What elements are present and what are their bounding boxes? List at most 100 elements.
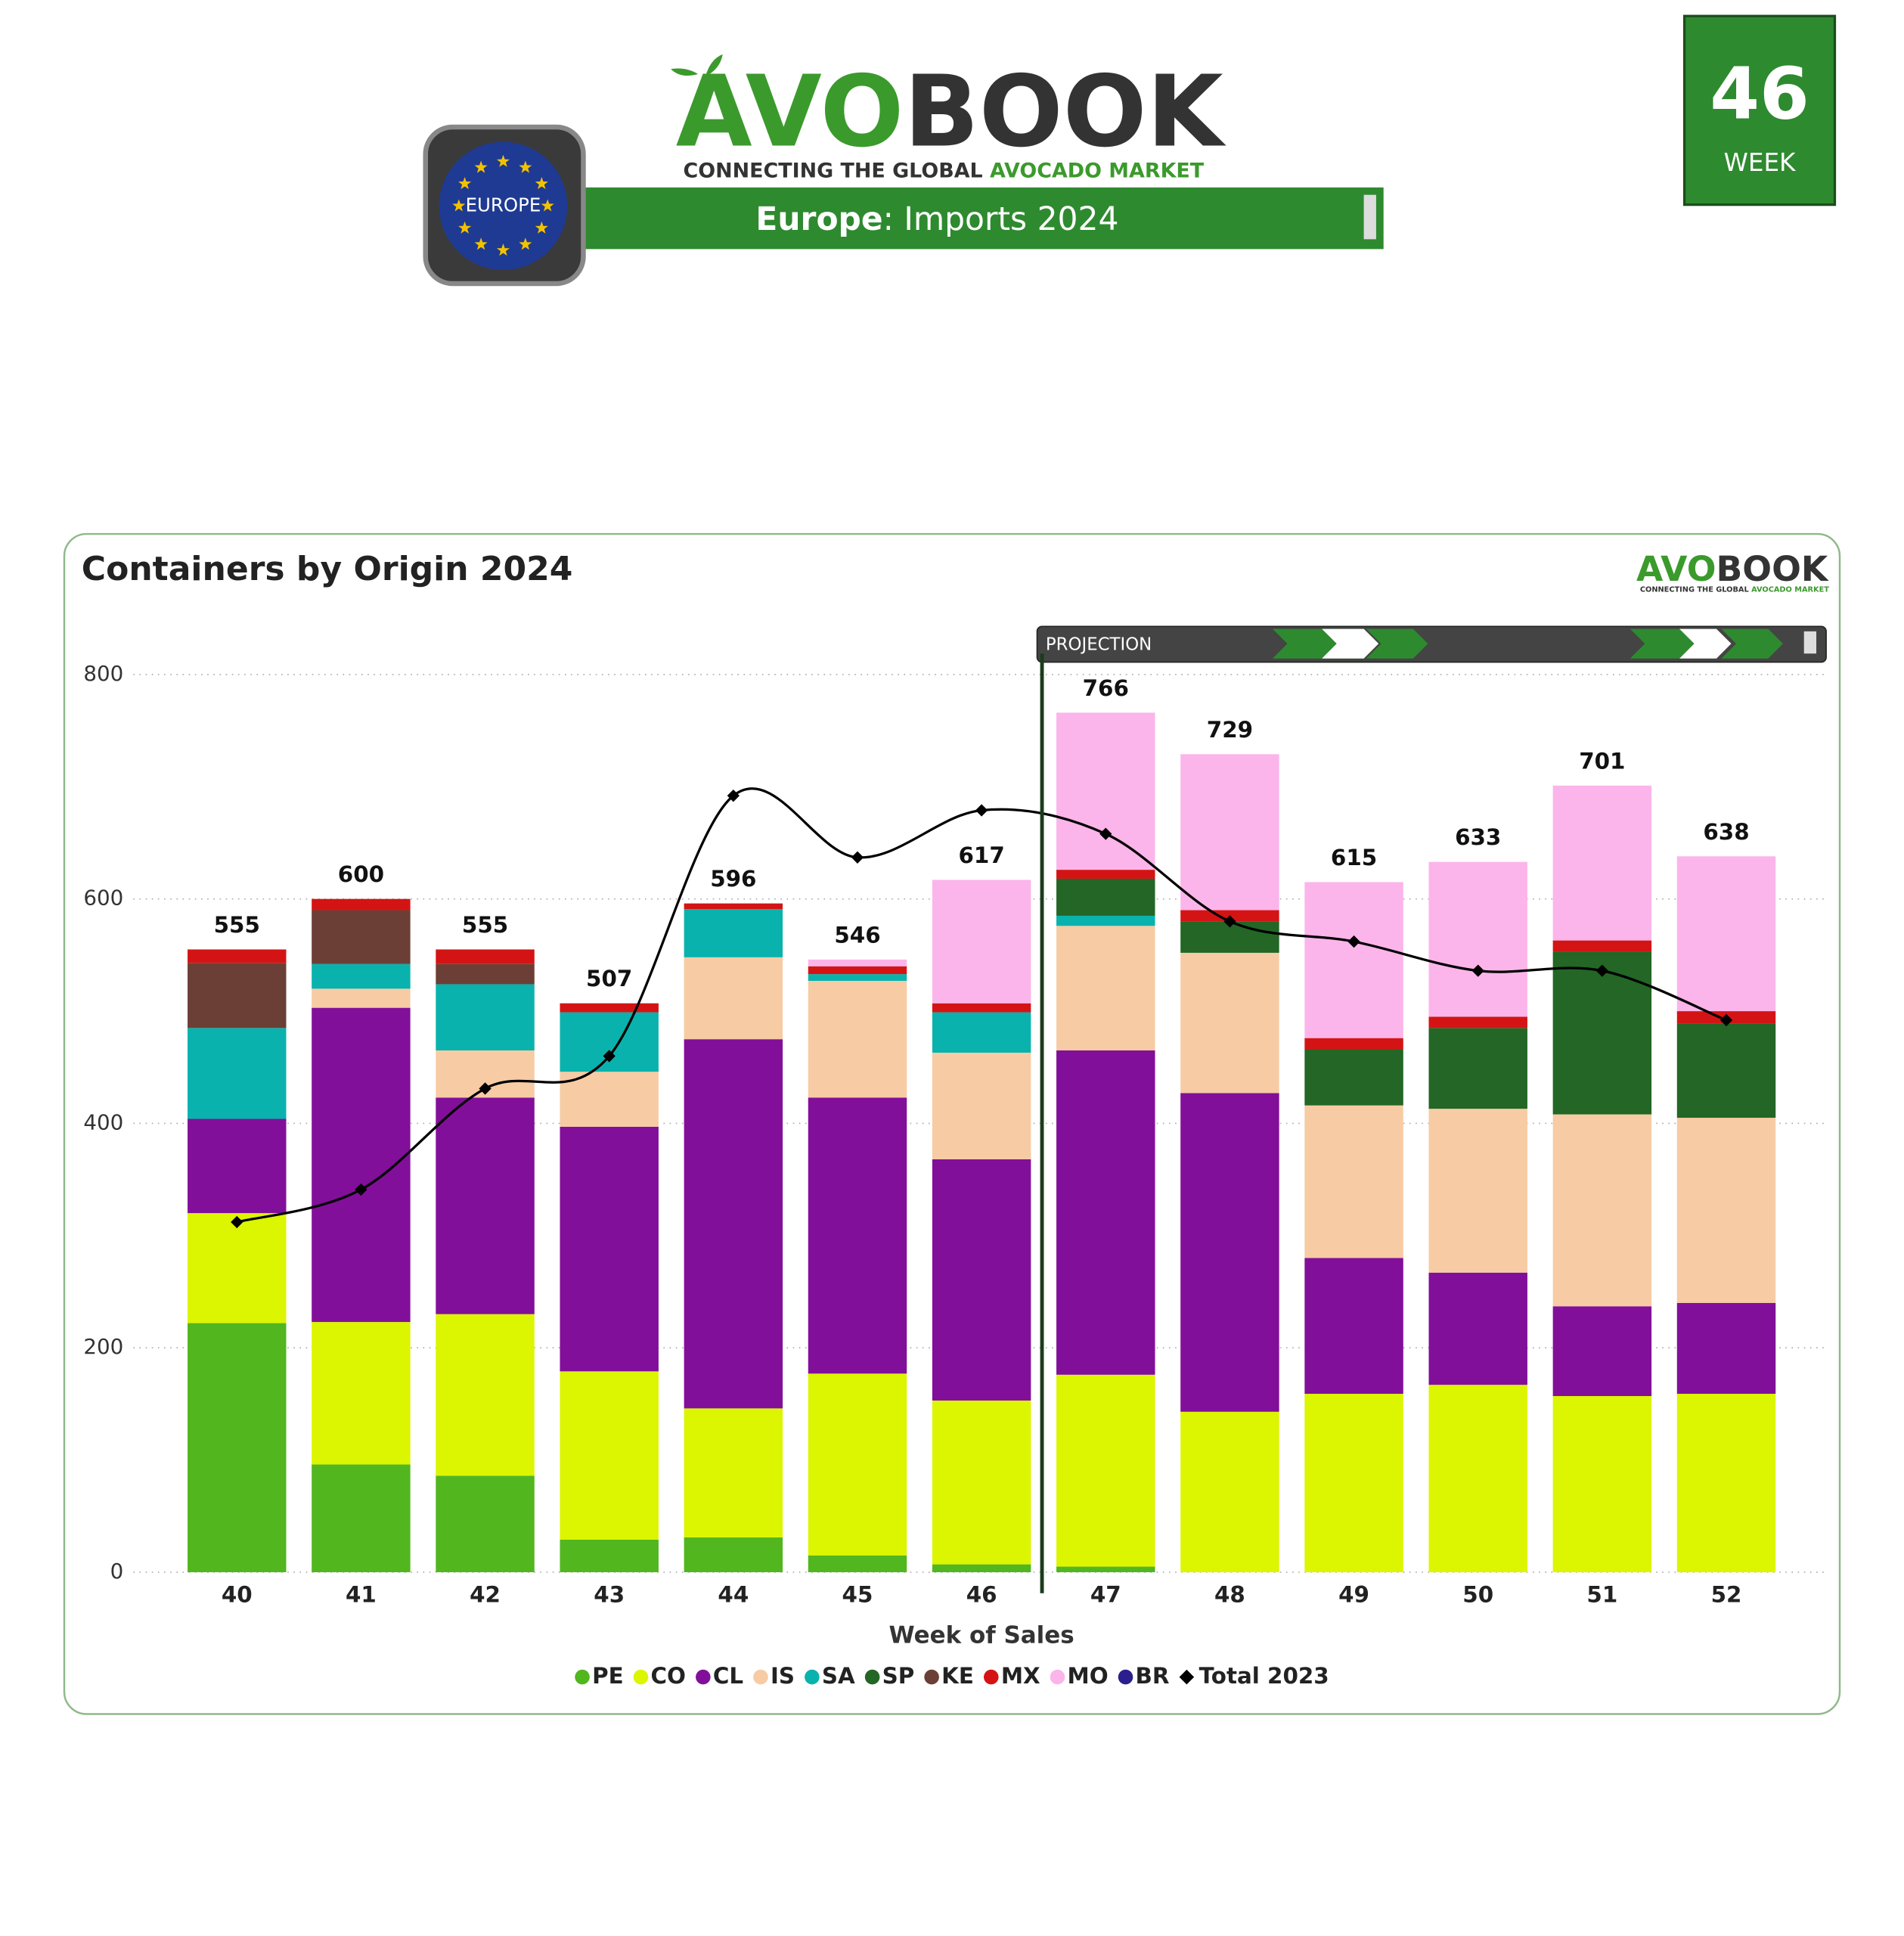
x-tick-label: 41 [346, 1581, 377, 1607]
bar-segment [1180, 952, 1279, 1094]
total-label: 701 [1579, 748, 1625, 774]
bar-segment [436, 963, 535, 985]
bar-segment [932, 1003, 1031, 1013]
bar-segment [312, 910, 411, 964]
bar-segment [1180, 1411, 1279, 1572]
bar-segment [1056, 1050, 1155, 1375]
projection-label: PROJECTION [1046, 634, 1152, 654]
star [541, 199, 554, 212]
bar-segment [560, 1539, 659, 1572]
bar-segment [932, 1400, 1031, 1565]
bar-segment [1304, 1394, 1403, 1572]
bar-segment [1056, 870, 1155, 879]
star [458, 221, 472, 234]
bar-segment [436, 984, 535, 1051]
bar-segment [808, 1097, 907, 1374]
y-tick-label: 600 [83, 886, 123, 911]
bar-segment [560, 1003, 659, 1013]
tagline-part: CONNECTING THE GLOBAL [684, 159, 991, 182]
projection-arrows [1272, 628, 1784, 659]
y-tick-label: 200 [83, 1334, 123, 1359]
bar-segment [188, 949, 287, 963]
bar-segment [312, 963, 411, 989]
bar-segment [684, 909, 783, 957]
total-label: 633 [1455, 824, 1501, 850]
bar-segment [1056, 878, 1155, 916]
bar-segment [1056, 1566, 1155, 1572]
line-marker [1471, 964, 1484, 977]
legend-swatch [753, 1669, 768, 1685]
bar-segment [1428, 1385, 1527, 1572]
bar-segment [1428, 1109, 1527, 1273]
bar-segment [1676, 1118, 1776, 1303]
bar-segment [188, 1118, 287, 1214]
subtitle: Europe: Imports 2024 [755, 200, 1118, 237]
x-tick-label: 51 [1586, 1581, 1617, 1607]
grid: 0 200 400 600 800 [83, 661, 1828, 1584]
bar-segment [808, 966, 907, 975]
bar-segment [808, 974, 907, 982]
bar-segment [1428, 1272, 1527, 1385]
logo-part: AVO [1636, 548, 1716, 588]
bar-segment [1676, 856, 1776, 1012]
bar-segment [684, 903, 783, 910]
legend-label: PE [592, 1663, 624, 1689]
legend-label: CL [713, 1663, 743, 1689]
legend-swatch [1179, 1669, 1195, 1685]
bar-segment [1552, 951, 1652, 1115]
x-tick-label: 49 [1338, 1581, 1369, 1607]
bar-segment [932, 1159, 1031, 1401]
x-tick-label: 50 [1462, 1581, 1493, 1607]
star [474, 160, 488, 173]
legend-label: SA [822, 1663, 855, 1689]
legend-swatch [575, 1669, 590, 1685]
legend-swatch [924, 1669, 939, 1685]
bar-segment [1552, 1306, 1652, 1397]
bar-segment [808, 959, 907, 966]
bar-segment [1428, 1028, 1527, 1109]
star [458, 176, 472, 190]
y-tick-label: 400 [83, 1109, 123, 1134]
bar-segment [188, 1028, 287, 1119]
legend-swatch [696, 1669, 711, 1685]
bar-segment [1180, 1093, 1279, 1412]
total-label: 555 [214, 912, 260, 938]
bar-segment [1304, 1105, 1403, 1258]
legend: PE CO CL IS SA SP KE MX MO BR Total 2023 [575, 1663, 1329, 1689]
legend-swatch [633, 1669, 649, 1685]
bar-segment [684, 1537, 783, 1572]
star [452, 199, 466, 212]
bar-segment [1180, 754, 1279, 911]
total-label: 596 [710, 866, 756, 892]
week-number: 46 [1710, 52, 1809, 135]
total-label: 615 [1331, 845, 1377, 870]
logo-part: BOOK [1716, 548, 1829, 588]
star [474, 237, 488, 250]
logo-leaf [671, 54, 723, 77]
bar-segment [684, 1408, 783, 1537]
bar-segment [684, 957, 783, 1040]
legend-label: MO [1068, 1663, 1109, 1689]
bar-segment [1552, 940, 1652, 952]
tagline-part: AVOCADO MARKET [990, 159, 1205, 182]
bar-segment [808, 1555, 907, 1572]
small-tagline: CONNECTING THE GLOBAL AVOCADO MARKET [1640, 585, 1829, 594]
y-tick-label: 0 [110, 1559, 124, 1584]
x-tick-label: 46 [966, 1581, 997, 1607]
subtitle-bar [579, 187, 1384, 250]
legend-swatch [864, 1669, 880, 1685]
bar-segment [312, 898, 411, 911]
projection-bar [1036, 625, 1827, 663]
line-marker [231, 1215, 243, 1229]
logo-part: AVO [676, 54, 904, 169]
bar-segment [1552, 1396, 1652, 1572]
bar-segment [684, 1039, 783, 1409]
legend-swatch [1118, 1669, 1133, 1685]
bar-segment [436, 1314, 535, 1476]
x-tick-label: 43 [594, 1581, 625, 1607]
badge-text: EUROPE [466, 194, 541, 216]
bar-segment [1056, 712, 1155, 870]
chart-title: Containers by Origin 2024 [82, 550, 573, 588]
bar-segment [808, 981, 907, 1098]
